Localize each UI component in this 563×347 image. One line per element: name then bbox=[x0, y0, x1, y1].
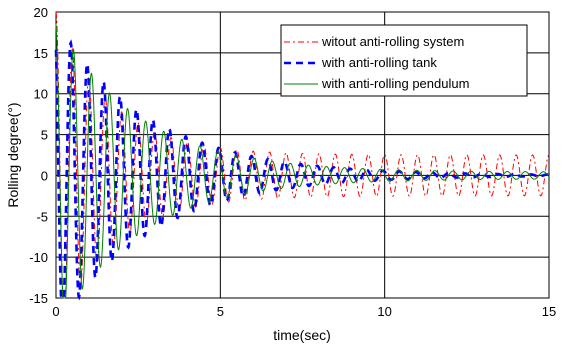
y-tick-label: -15 bbox=[29, 291, 48, 306]
series-layer bbox=[54, 11, 550, 301]
y-tick-label: 5 bbox=[41, 128, 48, 143]
legend-box bbox=[280, 24, 528, 97]
x-tick-label: 5 bbox=[217, 304, 224, 319]
legend-label-2: with anti-rolling pendulum bbox=[321, 76, 469, 91]
y-tick-label: -10 bbox=[29, 250, 48, 265]
series-line-0 bbox=[55, 11, 550, 299]
legend-label-0: witout anti-rolling system bbox=[321, 34, 464, 49]
legend-label-1: with anti-rolling tank bbox=[321, 55, 437, 70]
series-line-1 bbox=[54, 39, 550, 301]
x-tick-label: 0 bbox=[52, 304, 59, 319]
legend: witout anti-rolling system with anti-rol… bbox=[280, 24, 528, 97]
x-tick-label: 10 bbox=[377, 304, 391, 319]
x-axis-label: time(sec) bbox=[273, 327, 331, 343]
y-tick-label: -5 bbox=[36, 209, 48, 224]
y-axis-label: Rolling degree(°) bbox=[5, 102, 21, 207]
y-tick-label: 15 bbox=[34, 46, 48, 61]
y-tick-label: 20 bbox=[34, 5, 48, 20]
series-line-2 bbox=[55, 24, 550, 299]
y-tick-label: 0 bbox=[41, 168, 48, 183]
x-tick-label: 15 bbox=[542, 304, 556, 319]
y-tick-label: 10 bbox=[34, 87, 48, 102]
ticks: -15 -10 -5 0 5 10 15 20 0 5 10 15 bbox=[29, 5, 556, 319]
